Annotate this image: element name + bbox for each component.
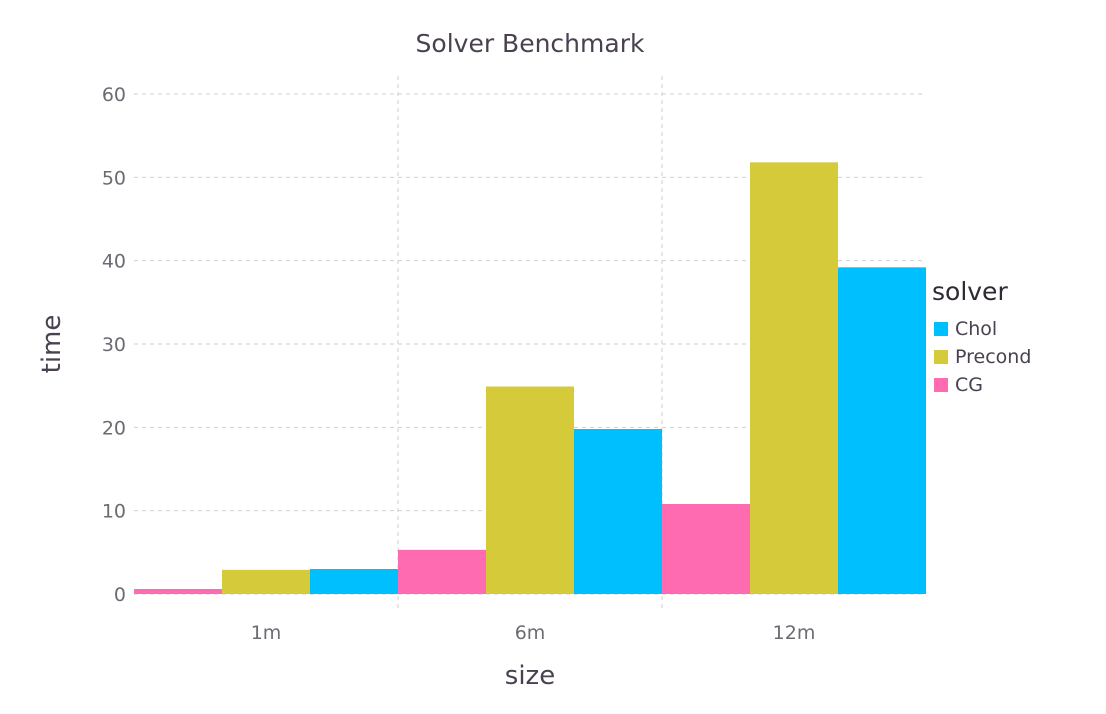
y-tick-label: 50 [102,167,126,189]
y-tick-label: 30 [102,334,126,356]
legend-title: solver [932,277,1008,306]
bar-precond-12m [750,162,838,595]
bar-precond-6m [486,386,574,594]
x-tick-label: 1m [251,622,282,644]
y-tick-label: 60 [102,84,126,106]
y-axis-ticks: 0 10 20 30 40 50 60 [102,84,126,606]
bar-chol-6m [574,429,662,594]
legend-swatch-precond [934,350,948,364]
bars [134,162,926,595]
legend-items: Chol Precond CG [934,318,1031,396]
x-tick-label: 6m [515,622,546,644]
bar-cg-1m [134,589,222,594]
x-tick-label: 12m [773,622,816,644]
legend-label-chol: Chol [955,318,997,340]
bar-precond-1m [222,569,310,594]
y-tick-label: 0 [114,584,126,606]
y-tick-label: 20 [102,417,126,439]
y-tick-label: 10 [102,501,126,523]
chart-title: Solver Benchmark [416,29,645,58]
legend: solver Chol Precond CG [932,277,1031,396]
bar-chol-12m [838,267,926,594]
legend-swatch-cg [934,378,948,392]
legend-swatch-chol [934,322,948,336]
y-axis-title: time [37,315,67,374]
bar-cg-12m [662,504,750,594]
y-tick-label: 40 [102,251,126,273]
x-axis-title: size [505,661,555,691]
legend-label-precond: Precond [955,346,1031,368]
bar-chol-1m [310,569,398,594]
x-axis-ticks: 1m 6m 12m [251,622,816,644]
bar-cg-6m [398,549,486,594]
legend-label-cg: CG [955,374,983,396]
